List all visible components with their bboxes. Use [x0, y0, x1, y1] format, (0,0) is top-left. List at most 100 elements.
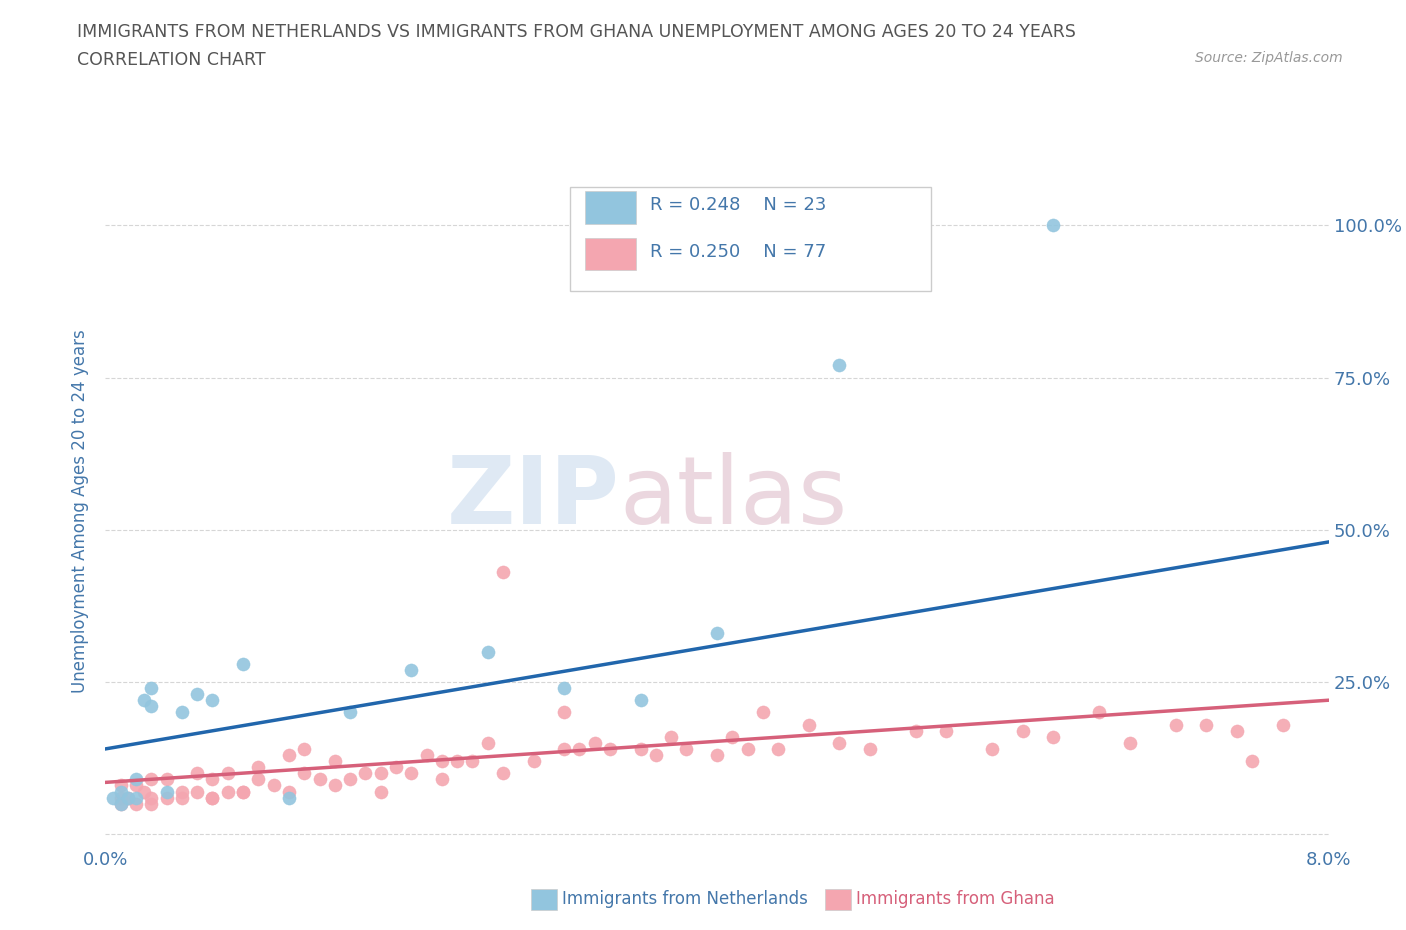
Point: [630, 693, 652, 708]
Point: [430, 772, 453, 787]
Point: [370, 784, 392, 799]
Point: [201, 790, 224, 805]
Point: [278, 784, 301, 799]
FancyBboxPatch shape: [571, 187, 931, 290]
Point: [141, 681, 163, 696]
Point: [186, 686, 208, 701]
Point: [339, 705, 361, 720]
Point: [446, 753, 468, 768]
Point: [201, 790, 224, 805]
Point: [117, 790, 139, 805]
Point: [752, 705, 775, 720]
Point: [186, 765, 208, 780]
Point: [553, 705, 575, 720]
Point: [768, 741, 790, 756]
Point: [292, 765, 315, 780]
Point: [981, 741, 1004, 756]
Point: [232, 657, 254, 671]
Y-axis label: Unemployment Among Ages 20 to 24 years: Unemployment Among Ages 20 to 24 years: [72, 329, 90, 694]
Point: [583, 736, 606, 751]
Point: [125, 772, 148, 787]
Point: [323, 753, 346, 768]
Point: [278, 790, 301, 805]
Point: [430, 753, 453, 768]
Point: [101, 790, 124, 805]
Text: ZIP: ZIP: [446, 452, 619, 544]
Text: R = 0.248    N = 23: R = 0.248 N = 23: [650, 196, 827, 215]
Point: [737, 741, 759, 756]
Point: [247, 760, 270, 775]
Point: [659, 729, 682, 744]
Point: [156, 790, 179, 805]
Point: [263, 778, 285, 793]
Point: [186, 784, 208, 799]
Point: [859, 741, 882, 756]
Point: [1226, 724, 1249, 738]
Point: [568, 741, 591, 756]
Point: [132, 693, 155, 708]
Point: [401, 662, 423, 677]
Point: [1164, 717, 1187, 732]
Point: [523, 753, 546, 768]
Point: [323, 778, 346, 793]
Point: [201, 693, 224, 708]
Point: [828, 358, 851, 373]
Text: Source: ZipAtlas.com: Source: ZipAtlas.com: [1195, 51, 1343, 65]
Point: [401, 765, 423, 780]
Point: [706, 626, 728, 641]
Point: [201, 772, 224, 787]
Point: [132, 784, 155, 799]
Point: [117, 790, 139, 805]
Point: [370, 765, 392, 780]
Point: [110, 796, 132, 811]
Point: [461, 753, 484, 768]
Text: Immigrants from Ghana: Immigrants from Ghana: [856, 890, 1054, 909]
Point: [1195, 717, 1218, 732]
Point: [630, 741, 652, 756]
Point: [110, 778, 132, 793]
Point: [247, 772, 270, 787]
Point: [675, 741, 697, 756]
Point: [170, 790, 193, 805]
Point: [385, 760, 408, 775]
Point: [721, 729, 744, 744]
Point: [125, 778, 148, 793]
Point: [156, 784, 179, 799]
Bar: [585, 192, 637, 223]
Point: [828, 736, 851, 751]
Point: [477, 736, 499, 751]
Point: [125, 790, 148, 805]
Point: [125, 796, 148, 811]
Point: [110, 790, 132, 805]
Point: [339, 772, 361, 787]
Point: [553, 681, 575, 696]
Point: [492, 765, 515, 780]
Text: IMMIGRANTS FROM NETHERLANDS VS IMMIGRANTS FROM GHANA UNEMPLOYMENT AMONG AGES 20 : IMMIGRANTS FROM NETHERLANDS VS IMMIGRANT…: [77, 23, 1076, 41]
Point: [1241, 753, 1264, 768]
Point: [1271, 717, 1294, 732]
Point: [217, 784, 239, 799]
Point: [156, 772, 179, 787]
Point: [217, 765, 239, 780]
Point: [232, 784, 254, 799]
Point: [1011, 724, 1033, 738]
Point: [492, 565, 515, 579]
Point: [1088, 705, 1111, 720]
Point: [141, 796, 163, 811]
Point: [935, 724, 957, 738]
Point: [141, 790, 163, 805]
Point: [599, 741, 621, 756]
Point: [1119, 736, 1142, 751]
Point: [644, 748, 666, 763]
Point: [292, 741, 315, 756]
Point: [553, 741, 575, 756]
Point: [706, 748, 728, 763]
Point: [797, 717, 820, 732]
Point: [232, 784, 254, 799]
Point: [278, 748, 301, 763]
Point: [1042, 218, 1064, 232]
Point: [354, 765, 377, 780]
Point: [308, 772, 330, 787]
Text: atlas: atlas: [619, 452, 848, 544]
Point: [110, 796, 132, 811]
